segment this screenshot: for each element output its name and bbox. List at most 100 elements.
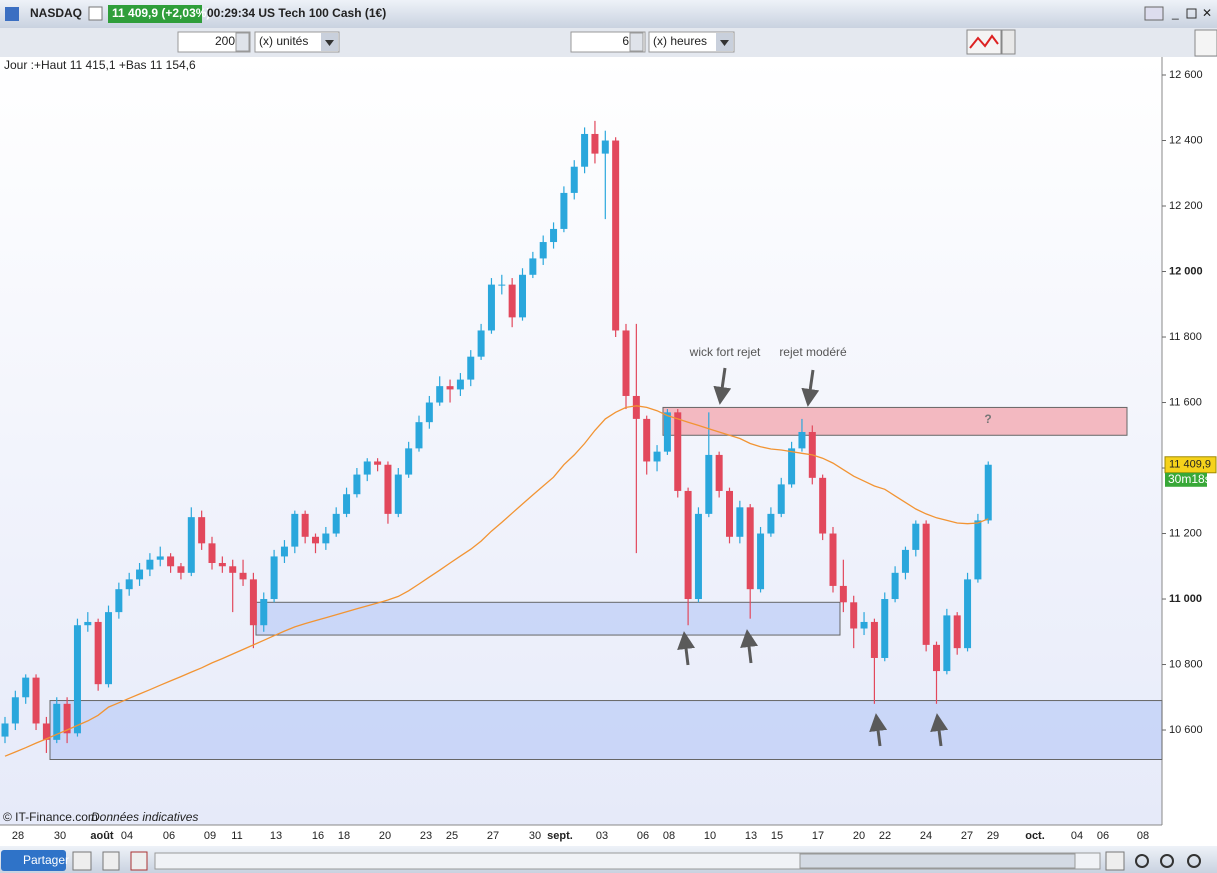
- zoom-fit[interactable]: [1135, 854, 1149, 868]
- spinner[interactable]: [235, 32, 250, 52]
- copyright: © IT-Finance.com: [3, 810, 98, 824]
- zone: [662, 406, 1128, 436]
- x-tick-label: 04: [1071, 830, 1083, 842]
- arrows: [677, 367, 949, 747]
- x-tick-label: août: [90, 830, 114, 842]
- candle-body: [73, 625, 81, 734]
- candle-body: [177, 566, 185, 573]
- candle-body: [922, 523, 930, 645]
- candle-body: [436, 386, 444, 403]
- checkbox[interactable]: [88, 6, 103, 21]
- period-select[interactable]: [648, 31, 735, 53]
- x-tick-label: 08: [1137, 830, 1149, 842]
- candle-body: [291, 513, 299, 547]
- candle-body: [736, 507, 744, 537]
- x-tick-label: 11: [231, 830, 242, 842]
- y-tick-label: 10 800: [1169, 658, 1203, 670]
- candle-body: [394, 474, 402, 514]
- x-tick-label: 09: [204, 830, 216, 842]
- candle-body: [560, 192, 568, 229]
- tool-button[interactable]: [102, 851, 120, 871]
- candle-body: [953, 615, 961, 649]
- quote-box: [108, 5, 202, 23]
- last-price-label: 11 409,9: [1169, 459, 1211, 471]
- y-tick-label: 12 200: [1169, 200, 1203, 212]
- dropdown-arrow: [325, 40, 334, 46]
- x-tick-label: 20: [853, 830, 865, 842]
- candle-body: [570, 166, 578, 193]
- share-button[interactable]: [1, 850, 66, 871]
- keyboard-button[interactable]: [1144, 6, 1164, 21]
- candle-body: [456, 379, 464, 390]
- candle-body: [643, 418, 651, 462]
- candle-body: [757, 533, 765, 590]
- side-panel-button[interactable]: [1194, 29, 1217, 57]
- x-tick-label: 28: [12, 830, 24, 842]
- candle-body: [974, 520, 982, 580]
- candle-body: [860, 621, 868, 629]
- candles: [1, 120, 992, 757]
- candle-body: [467, 356, 475, 380]
- candle-body: [22, 677, 30, 698]
- candle-body: [839, 585, 847, 603]
- candle-body: [208, 543, 216, 563]
- candle-body: [581, 133, 589, 167]
- x-tick-label: 13: [745, 830, 757, 842]
- candle-body: [167, 556, 175, 567]
- maximize[interactable]: [1186, 8, 1197, 19]
- candle-body: [891, 572, 899, 600]
- tool-button[interactable]: [72, 851, 92, 871]
- indicator-dropdown[interactable]: [1001, 29, 1016, 55]
- candle-body: [850, 602, 858, 629]
- candle-body: [519, 274, 526, 318]
- period-input[interactable]: [570, 31, 646, 53]
- candle-body: [612, 140, 620, 331]
- candle-body: [746, 507, 754, 590]
- candle-body: [933, 644, 940, 672]
- info: Jour :+Haut 11 415,1 +Bas 11 154,6: [4, 58, 196, 72]
- candle-body: [694, 513, 702, 600]
- candle-body: [270, 556, 278, 600]
- spinner[interactable]: [629, 32, 644, 52]
- candle-body: [415, 422, 423, 449]
- zone: [49, 700, 1163, 760]
- x-tick-label: 30: [54, 830, 66, 842]
- candle-body: [550, 228, 558, 243]
- candle-body: [653, 451, 661, 462]
- arrow: [801, 369, 820, 407]
- scroll-thumb[interactable]: [799, 853, 1076, 869]
- candle-body: [363, 461, 371, 475]
- candle-body: [829, 533, 837, 586]
- y-tick-label: 11 600: [1169, 396, 1202, 408]
- x-tick-label: 06: [163, 830, 175, 842]
- minimize[interactable]: _: [1171, 6, 1179, 20]
- arrow: [677, 631, 696, 666]
- price-axis: [1162, 57, 1217, 825]
- y-tick-label: 12 600: [1169, 69, 1203, 81]
- x-tick-label: 22: [879, 830, 891, 842]
- zoom-out[interactable]: [1160, 854, 1174, 868]
- candle-body: [374, 461, 382, 465]
- x-tick-label: 30: [529, 830, 541, 842]
- x-tick-label: 03: [596, 830, 608, 842]
- x-tick-label: 17: [812, 830, 824, 842]
- units-input[interactable]: [177, 31, 251, 53]
- candle-body: [446, 386, 454, 390]
- app-icon[interactable]: [5, 7, 19, 21]
- candle-body: [125, 579, 133, 590]
- candle-body: [249, 579, 257, 626]
- candle-body: [663, 412, 671, 452]
- x-tick-label: 16: [312, 830, 324, 842]
- units-select[interactable]: [254, 31, 340, 53]
- candle-body: [632, 395, 640, 419]
- candle-body: [726, 490, 733, 537]
- candle-body: [136, 569, 144, 580]
- tool-button[interactable]: [1105, 851, 1125, 871]
- plot-area: [0, 57, 1162, 825]
- x-tick-label: 15: [771, 830, 783, 842]
- candle-body: [508, 284, 516, 318]
- zoom-in[interactable]: [1187, 854, 1201, 868]
- close[interactable]: ✕: [1202, 6, 1212, 20]
- quote: 11 409,9 (+2,03%): [112, 6, 210, 20]
- tool-button[interactable]: [130, 851, 148, 871]
